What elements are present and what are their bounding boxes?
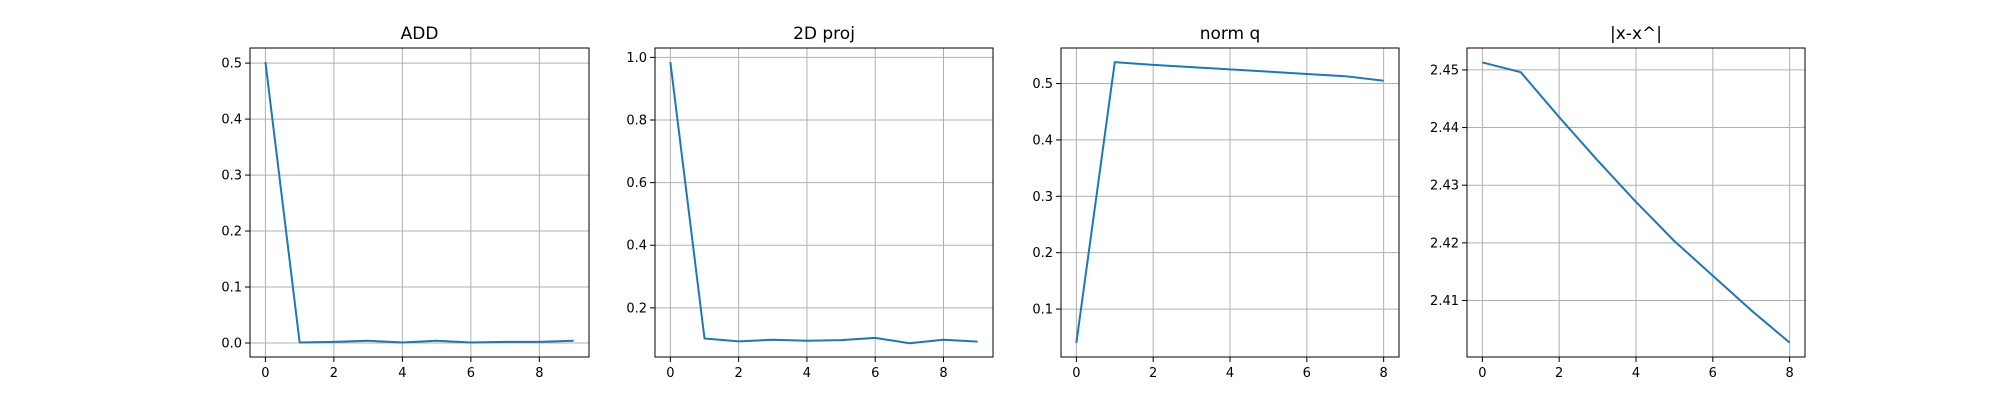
y-tick-label: 1.0: [626, 51, 647, 66]
x-tick-label: 6: [1303, 366, 1311, 381]
x-tick-label: 2: [1149, 366, 1157, 381]
series-line: [264, 61, 574, 344]
chart-panel-2: 0 2 4 6 8 0.1 0.2 0.3 0.4 0.5 norm q: [1032, 24, 1400, 381]
x-tick-label: 8: [939, 366, 947, 381]
y-tick-label: 0.3: [1032, 190, 1053, 205]
series-line: [1482, 61, 1791, 344]
series-line: [1075, 61, 1384, 344]
y-tick-label: 0.2: [1032, 246, 1053, 261]
x-tick-label: 2: [735, 366, 743, 381]
x-tick-label: 8: [1379, 366, 1387, 381]
x-tick-label: 4: [803, 366, 811, 381]
x-tick-label: 6: [1709, 366, 1717, 381]
series-line: [669, 61, 978, 345]
plot-frame: [249, 47, 590, 358]
y-tick-label: 2.43: [1430, 179, 1459, 194]
x-tick-label: 4: [1226, 366, 1234, 381]
x-tick-label: 8: [535, 366, 543, 381]
chart-panel-1: 0 2 4 6 8 0.2 0.4 0.6 0.8 1.0 2D proj: [626, 24, 994, 381]
plot-frame: [654, 47, 994, 358]
x-tick-label: 0: [1072, 366, 1080, 381]
y-tick-label: 2.41: [1430, 294, 1459, 309]
chart-title: norm q: [1200, 24, 1261, 44]
x-tick-label: 0: [1478, 366, 1486, 381]
y-tick-label: 2.42: [1430, 236, 1459, 251]
chart-title: 2D proj: [793, 24, 855, 44]
y-tick-label: 0.2: [626, 301, 647, 316]
y-tick-label: 0.8: [626, 114, 647, 129]
x-tick-label: 4: [1632, 366, 1640, 381]
y-tick-label: 0.1: [1032, 303, 1053, 318]
y-tick-label: 0.4: [221, 113, 242, 128]
x-tick-label: 0: [261, 366, 269, 381]
x-tick-label: 0: [666, 366, 674, 381]
x-tick-label: 8: [1785, 366, 1793, 381]
y-tick-label: 0.5: [221, 57, 242, 72]
chart-panel-0: 0 2 4 6 8 0.0 0.1 0.2 0.3 0.4 0.5 ADD: [221, 24, 590, 381]
x-tick-label: 2: [330, 366, 338, 381]
y-tick-label: 0.4: [626, 239, 647, 254]
y-tick-label: 0.0: [221, 337, 242, 352]
y-tick-label: 0.5: [1032, 77, 1053, 92]
y-tick-label: 0.6: [626, 176, 647, 191]
x-tick-label: 6: [467, 366, 475, 381]
y-tick-label: 0.2: [221, 225, 242, 240]
y-tick-label: 2.44: [1430, 121, 1459, 136]
y-tick-label: 0.4: [1032, 133, 1053, 148]
y-tick-label: 0.1: [221, 281, 242, 296]
y-tick-label: 2.45: [1430, 63, 1459, 78]
x-tick-label: 2: [1555, 366, 1563, 381]
y-tick-label: 0.3: [221, 169, 242, 184]
x-tick-label: 6: [871, 366, 879, 381]
chart-title: |x-x^|: [1610, 24, 1662, 44]
chart-title: ADD: [401, 24, 439, 44]
chart-panel-3: 0 2 4 6 8 2.41 2.42 2.43 2.44 2.45 |x-x^|: [1430, 24, 1806, 381]
x-tick-label: 4: [398, 366, 406, 381]
